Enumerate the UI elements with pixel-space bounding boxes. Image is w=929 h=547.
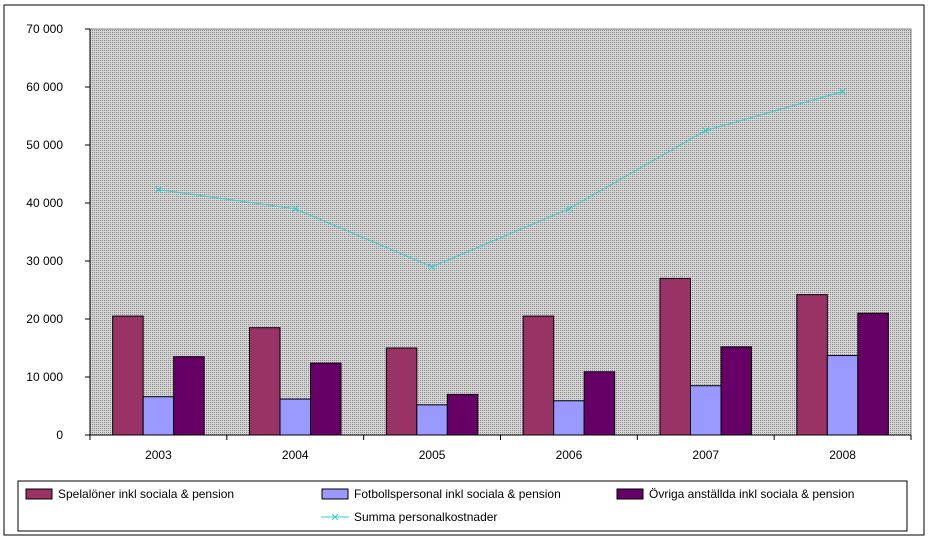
point-marker xyxy=(291,205,299,213)
y-tick-label: 30 000 xyxy=(26,254,63,268)
bar xyxy=(279,398,311,436)
series-line xyxy=(158,91,843,268)
y-axis: 0 10 000 20 000 30 000 40 000 50 000 60 000 70 … xyxy=(26,22,91,442)
bar xyxy=(826,355,859,436)
bar xyxy=(142,396,175,436)
line-point xyxy=(702,127,710,134)
line-point xyxy=(839,88,846,95)
legend-label: Fotbollspersonal inkl sociala & pension xyxy=(354,487,561,501)
point-marker xyxy=(565,205,573,213)
bar xyxy=(112,315,144,436)
bar xyxy=(446,393,479,436)
line-point xyxy=(565,205,573,213)
line-point xyxy=(428,263,436,271)
bar xyxy=(720,346,752,436)
bar xyxy=(583,371,616,436)
y-tick-label: 0 xyxy=(56,428,63,442)
legend-label: Spelalöner inkl sociala & pension xyxy=(58,487,234,501)
bar xyxy=(659,277,691,436)
legend-item: Summa personalkostnader xyxy=(321,510,497,524)
x-tick-label: 2003 xyxy=(145,448,172,462)
y-tick-label: 60 000 xyxy=(26,80,63,94)
bar xyxy=(690,385,722,436)
y-tick-label: 10 000 xyxy=(26,370,63,384)
x-tick-label: 2004 xyxy=(282,448,309,462)
point-marker xyxy=(428,263,436,271)
x-tick-label: 2007 xyxy=(692,448,719,462)
y-tick-label: 50 000 xyxy=(26,138,63,152)
bar xyxy=(385,347,418,436)
bar xyxy=(416,404,448,436)
line-point xyxy=(155,186,162,194)
bar-series-group xyxy=(112,277,889,436)
x-tick-label: 2008 xyxy=(829,448,856,462)
y-tick-label: 20 000 xyxy=(26,312,63,326)
legend-label: Summa personalkostnader xyxy=(354,510,497,524)
bar xyxy=(553,400,585,436)
legend-item: Fotbollspersonal inkl sociala & pension xyxy=(321,487,561,501)
legend-item: Spelalöner inkl sociala & pension xyxy=(25,487,234,501)
plot-area xyxy=(89,28,912,436)
legend-swatch xyxy=(321,488,349,500)
bar xyxy=(796,294,828,436)
y-tick-label: 40 000 xyxy=(26,196,63,210)
y-tick-label: 70 000 xyxy=(26,22,63,36)
legend-label: Övriga anställda inkl sociala & pension xyxy=(649,487,854,501)
legend-marker xyxy=(331,513,339,521)
bar xyxy=(857,312,889,436)
legend-swatch xyxy=(25,488,53,500)
legend-swatch xyxy=(616,488,644,500)
legend: Spelalöner inkl sociala & pension Fotboll… xyxy=(25,487,854,524)
bar xyxy=(249,327,281,436)
point-marker xyxy=(702,127,710,134)
legend-box xyxy=(17,480,908,532)
x-tick-label: 2006 xyxy=(556,448,583,462)
point-marker xyxy=(839,88,846,95)
bar xyxy=(310,362,342,436)
line-point xyxy=(291,205,299,213)
bar xyxy=(522,315,555,436)
line-series-group xyxy=(155,88,846,271)
x-tick-label: 2005 xyxy=(419,448,446,462)
point-marker xyxy=(155,186,162,194)
legend-item: Övriga anställda inkl sociala & pension xyxy=(616,487,854,501)
bar xyxy=(173,356,205,436)
x-axis: 2003 2004 2005 2006 2007 2008 xyxy=(89,434,912,462)
